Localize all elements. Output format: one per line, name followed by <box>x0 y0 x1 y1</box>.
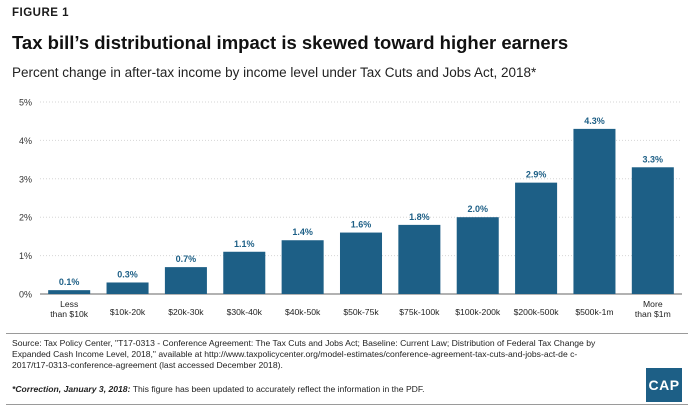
data-label: 3.3% <box>643 154 664 164</box>
bar <box>164 267 207 294</box>
x-tick-label: than $10k <box>50 309 88 319</box>
data-label: 1.8% <box>409 212 430 222</box>
data-label: 1.6% <box>351 220 372 230</box>
source-note: Source: Tax Policy Center, "T17-0313 - C… <box>12 338 596 370</box>
x-tick-label: $40k-50k <box>285 307 321 317</box>
data-label: 2.0% <box>467 204 488 214</box>
bar <box>631 167 674 294</box>
correction-text: This figure has been updated to accurate… <box>130 384 425 394</box>
bar <box>223 251 266 294</box>
bar <box>339 232 383 294</box>
y-tick-label: 3% <box>19 174 32 184</box>
x-tick-label: $20k-30k <box>168 307 204 317</box>
data-label: 1.1% <box>234 239 255 249</box>
data-label: 1.4% <box>292 227 313 237</box>
y-tick-label: 5% <box>19 98 32 108</box>
bar <box>281 240 324 294</box>
y-tick-label: 4% <box>19 136 32 146</box>
bottom-rule <box>6 404 688 405</box>
x-tick-label: $100k-200k <box>455 307 501 317</box>
x-tick-label: $200k-500k <box>514 307 560 317</box>
bar <box>48 290 91 294</box>
bar <box>106 282 149 294</box>
data-label: 2.9% <box>526 170 547 180</box>
x-tick-label: $50k-75k <box>343 307 379 317</box>
y-tick-label: 2% <box>19 213 32 223</box>
bar <box>515 182 558 294</box>
data-label: 0.7% <box>176 254 197 264</box>
correction-note: *Correction, January 3, 2018: This figur… <box>12 384 612 395</box>
figure-label: FIGURE 1 <box>12 7 70 19</box>
data-label: 4.3% <box>584 116 605 126</box>
y-tick-label: 0% <box>19 290 32 300</box>
x-tick-label: $75k-100k <box>399 307 440 317</box>
bar <box>573 128 616 294</box>
x-tick-label: than $1m <box>635 309 671 319</box>
cap-logo: CAP <box>646 368 682 402</box>
x-tick-label: Less <box>60 299 78 309</box>
correction-lead: *Correction, January 3, 2018: <box>12 384 131 394</box>
x-tick-label: $30k-40k <box>227 307 263 317</box>
bar <box>456 217 499 294</box>
x-tick-label: $500k-1m <box>575 307 613 317</box>
chart-subtitle: Percent change in after-tax income by in… <box>12 65 537 80</box>
chart-title: Tax bill’s distributional impact is skew… <box>12 32 569 53</box>
x-tick-label: More <box>643 299 663 309</box>
x-tick-label: $10k-20k <box>110 307 146 317</box>
divider <box>6 333 688 334</box>
bar <box>398 224 441 294</box>
y-tick-label: 1% <box>19 251 32 261</box>
data-label: 0.1% <box>59 277 80 287</box>
data-label: 0.3% <box>117 269 138 279</box>
